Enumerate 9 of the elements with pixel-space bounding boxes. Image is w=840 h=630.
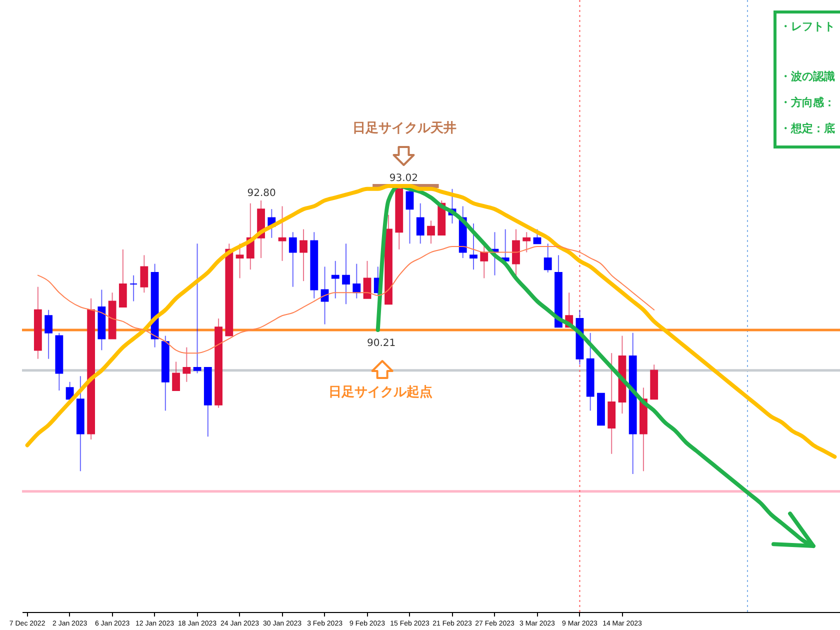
text: ・想定：底 bbox=[780, 122, 835, 135]
annotation: 日足サイクル起点 bbox=[328, 384, 432, 400]
text: 93.02 bbox=[389, 173, 418, 184]
annotation: 90.21 bbox=[367, 338, 396, 349]
text: ・方向感： bbox=[780, 96, 835, 109]
text: ・波の認識 bbox=[780, 70, 835, 83]
annotation: 92.80 bbox=[247, 188, 276, 199]
text: ・レフトト bbox=[780, 20, 835, 33]
text: 日足サイクル天井 bbox=[352, 121, 457, 136]
